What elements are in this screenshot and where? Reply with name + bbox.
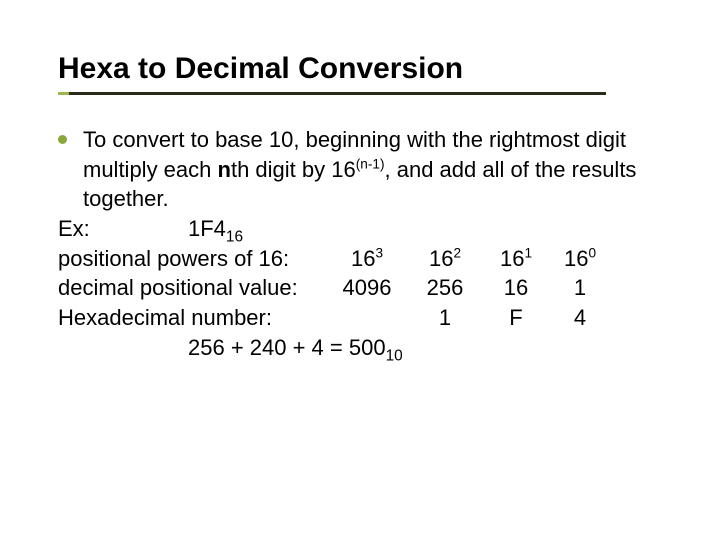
base: 16 (429, 246, 453, 271)
row-values: 4096 256 16 1 (328, 273, 612, 303)
title-block: Hexa to Decimal Conversion (58, 52, 676, 95)
value-cell: 16 (484, 273, 548, 303)
value-cell: 1 (406, 303, 484, 333)
powers-row: positional powers of 16: 163 162 161 160 (58, 244, 676, 274)
exp: 0 (588, 245, 596, 260)
decimal-value-row: decimal positional value: 4096 256 16 1 (58, 273, 676, 303)
exp: 3 (375, 245, 383, 260)
example-label: Ex: (58, 214, 188, 244)
slide: Hexa to Decimal Conversion To convert to… (0, 0, 720, 540)
exp: 1 (524, 245, 532, 260)
value-cell: 256 (406, 273, 484, 303)
example-row: Ex: 1F416 (58, 214, 676, 244)
power-cell: 160 (548, 244, 612, 274)
value-cell: F (484, 303, 548, 333)
row-label: decimal positional value: (58, 273, 328, 303)
row-values: 1 F 4 (328, 303, 612, 333)
nth-bold: n (218, 157, 231, 182)
slide-body: To convert to base 10, beginning with th… (58, 125, 676, 363)
base: 16 (564, 246, 588, 271)
exp: 2 (453, 245, 461, 260)
bullet-icon (58, 135, 67, 144)
bullet-text: To convert to base 10, beginning with th… (83, 125, 676, 214)
bullet-item: To convert to base 10, beginning with th… (58, 125, 676, 214)
exponent: (n-1) (356, 156, 385, 171)
power-cell: 163 (328, 244, 406, 274)
sum-row: 256 + 240 + 4 = 50010 (188, 333, 676, 363)
value-cell: 4 (548, 303, 612, 333)
base-subscript: 10 (386, 347, 403, 364)
slide-title: Hexa to Decimal Conversion (58, 52, 676, 86)
value-cell: 4096 (328, 273, 406, 303)
example-value: 1F416 (188, 214, 243, 244)
sum-expression: 256 + 240 + 4 = 500 (188, 335, 386, 360)
power-cell: 162 (406, 244, 484, 274)
hex-number-row: Hexadecimal number: 1 F 4 (58, 303, 676, 333)
text-fragment: th digit by 16 (231, 157, 356, 182)
base: 16 (351, 246, 375, 271)
base: 16 (500, 246, 524, 271)
row-values: 163 162 161 160 (328, 244, 612, 274)
hex-value: 1F4 (188, 216, 226, 241)
value-cell: 1 (548, 273, 612, 303)
value-cell (328, 303, 406, 333)
power-cell: 161 (484, 244, 548, 274)
title-underline (58, 92, 606, 95)
row-label: positional powers of 16: (58, 244, 328, 274)
row-label: Hexadecimal number: (58, 303, 328, 333)
